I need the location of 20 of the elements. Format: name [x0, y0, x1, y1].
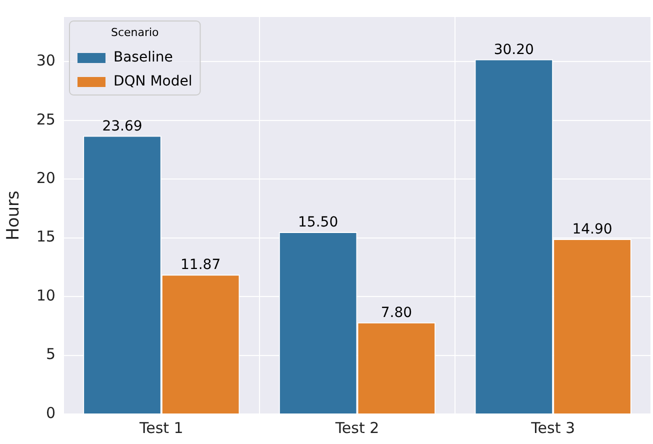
data-label: 15.50: [298, 214, 338, 231]
y-tick-label: 5: [46, 345, 56, 364]
x-tick-label: Test 3: [530, 418, 576, 437]
data-label: 7.80: [380, 305, 412, 322]
y-tick-label: 25: [36, 110, 56, 128]
legend-label: DQN Model: [113, 74, 192, 90]
data-label: 23.69: [102, 118, 142, 134]
y-tick-label: 0: [46, 404, 56, 422]
data-label: 30.20: [494, 42, 534, 58]
y-tick-label: 10: [36, 286, 56, 304]
y-tick-label: 15: [36, 228, 56, 246]
data-label: 11.87: [180, 257, 221, 274]
legend-label: Baseline: [113, 50, 173, 66]
data-label: 14.90: [572, 222, 612, 238]
legend-title: Scenario: [110, 26, 160, 39]
y-tick-label: 30: [36, 52, 56, 70]
x-tick-label: Test 2: [334, 418, 380, 437]
y-axis-title: Hours: [4, 190, 24, 240]
x-tick-label: Test 1: [138, 418, 184, 437]
y-tick-label: 20: [36, 168, 56, 187]
